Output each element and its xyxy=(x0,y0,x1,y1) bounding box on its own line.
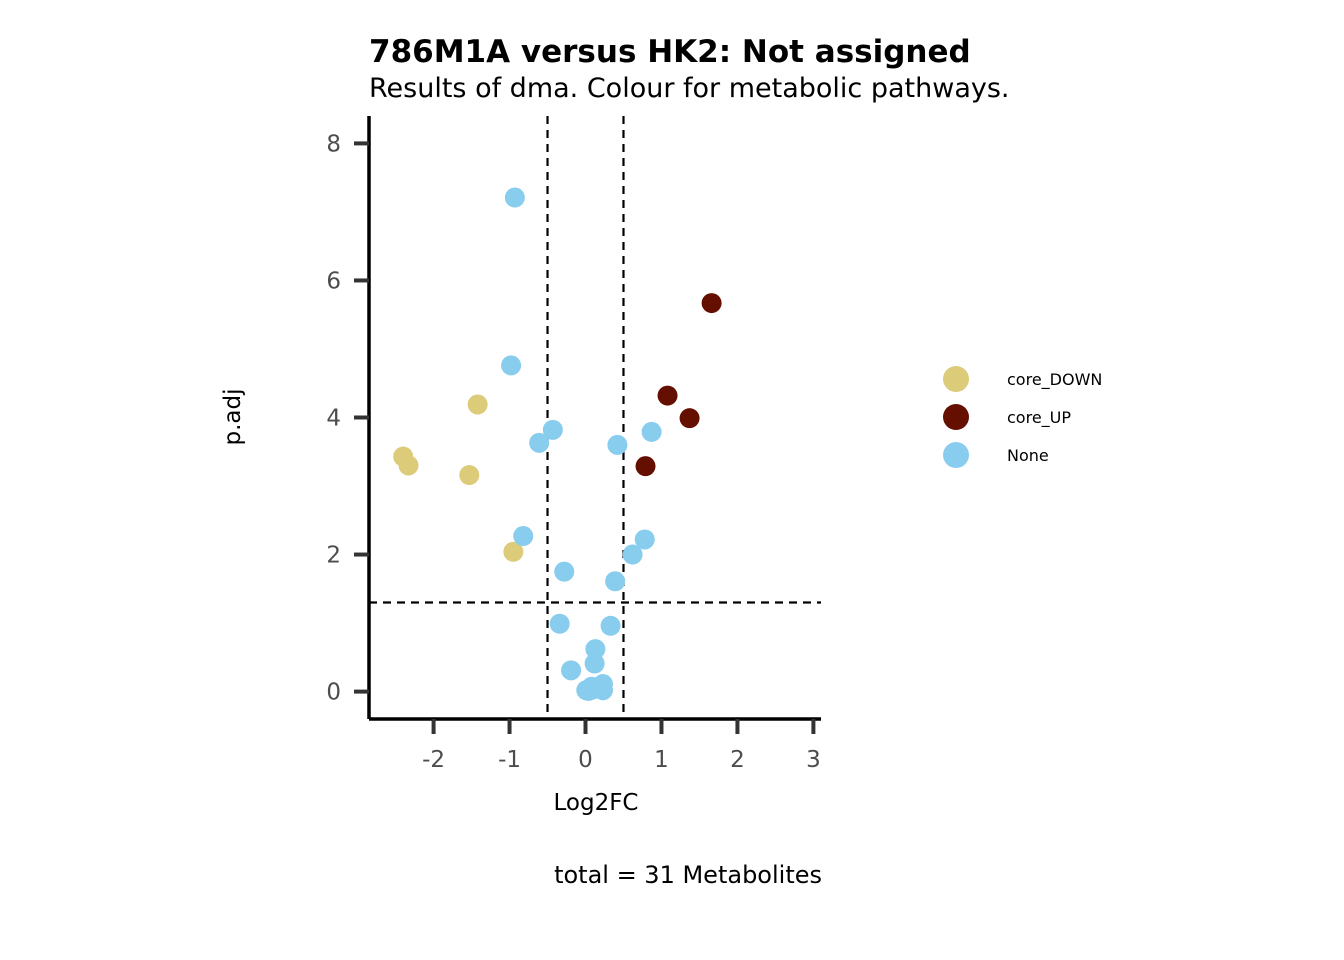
point-core-down-1 xyxy=(398,455,419,476)
point-none-0 xyxy=(504,187,525,208)
chart-title: 786M1A versus HK2: Not assigned xyxy=(369,34,971,70)
point-none-4 xyxy=(607,434,628,455)
y-tick-label-4: 4 xyxy=(326,406,341,432)
chart-subtitle: Results of dma. Colour for metabolic pat… xyxy=(369,73,1010,104)
point-core-up-1 xyxy=(657,385,678,406)
point-none-9 xyxy=(554,561,575,582)
point-none-10 xyxy=(605,571,626,592)
point-none-3 xyxy=(529,432,550,453)
legend-key-core-up xyxy=(943,404,969,430)
x-tick-label--2: -2 xyxy=(422,747,445,773)
point-none-12 xyxy=(600,615,621,636)
x-tick-label-2: 2 xyxy=(730,747,745,773)
point-core-down-3 xyxy=(459,465,480,486)
y-tick-label-8: 8 xyxy=(326,131,341,157)
y-tick-label-2: 2 xyxy=(326,543,341,569)
x-tick-label-3: 3 xyxy=(806,747,821,773)
legend: core_DOWN core_UP None xyxy=(943,366,1102,468)
x-tick-label--1: -1 xyxy=(498,747,521,773)
point-none-8 xyxy=(622,544,643,565)
x-tick-label-1: 1 xyxy=(654,747,669,773)
y-tick-label-0: 0 xyxy=(326,680,341,706)
point-none-21 xyxy=(582,679,603,700)
data-points xyxy=(393,187,722,701)
point-none-13 xyxy=(585,639,606,660)
point-none-5 xyxy=(641,421,662,442)
point-none-7 xyxy=(634,529,655,550)
point-none-11 xyxy=(549,613,570,634)
point-none-2 xyxy=(542,419,563,440)
point-none-6 xyxy=(513,526,534,547)
chart-caption: total = 31 Metabolites xyxy=(554,861,822,889)
point-core-up-3 xyxy=(635,456,656,477)
y-axis-title: p.adj xyxy=(220,389,246,446)
point-core-down-2 xyxy=(467,394,488,415)
point-none-14 xyxy=(584,653,605,674)
threshold-lines xyxy=(369,116,821,719)
point-none-1 xyxy=(501,355,522,376)
point-core-up-0 xyxy=(701,293,722,314)
axes: 0 2 4 6 8 -2 -1 0 1 2 3 xyxy=(326,116,821,773)
y-tick-label-6: 6 xyxy=(326,268,341,294)
legend-key-none xyxy=(943,442,969,468)
legend-label-core-up: core_UP xyxy=(1007,408,1071,428)
legend-label-core-down: core_DOWN xyxy=(1007,370,1102,390)
point-core-down-4 xyxy=(503,541,524,562)
x-tick-label-0: 0 xyxy=(578,747,593,773)
point-none-15 xyxy=(561,660,582,681)
legend-key-core-down xyxy=(943,366,969,392)
point-core-up-2 xyxy=(679,408,700,429)
x-axis-title: Log2FC xyxy=(553,790,638,816)
legend-label-none: None xyxy=(1007,446,1049,465)
